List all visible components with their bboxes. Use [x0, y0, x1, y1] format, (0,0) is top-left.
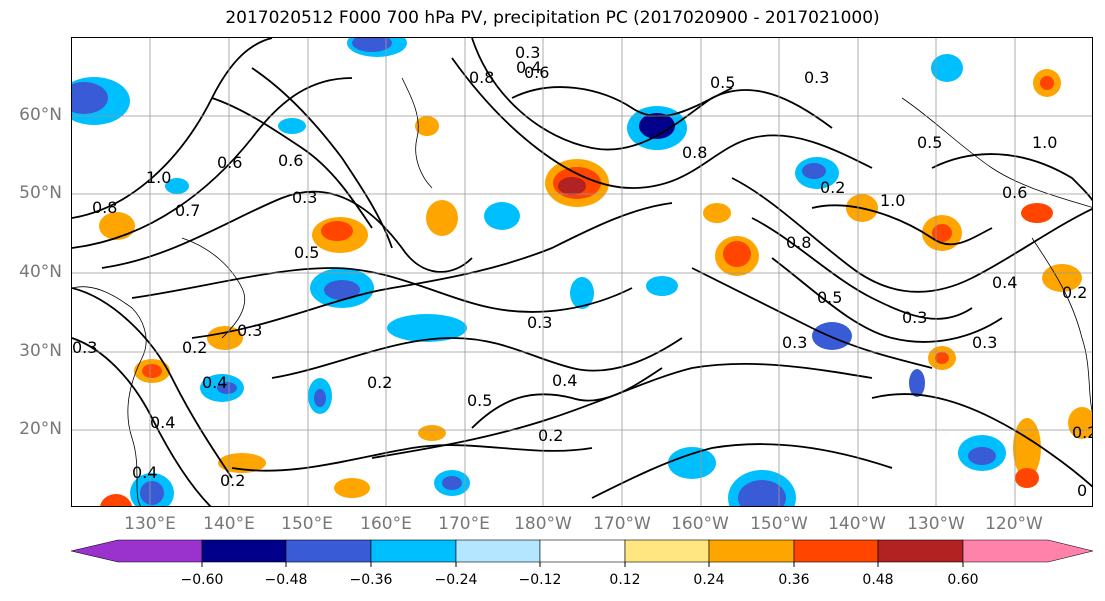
- contour-label: 0.2: [820, 178, 845, 197]
- lon-label: 130°W: [907, 514, 965, 534]
- contour-label: 0.4: [516, 58, 541, 77]
- contour-label: 0.5: [817, 288, 842, 307]
- map-canvas: 0.3 0.4 0.6 0.8 0.5 0.3 0.2 0.7 0.8 0.6 …: [72, 38, 1093, 506]
- colorbar-segment: [539, 539, 626, 563]
- contour-label: 0.3: [804, 68, 829, 87]
- contour-label: 0: [1077, 481, 1087, 500]
- contour-label: 1.0: [880, 191, 905, 210]
- contour-label: 1.0: [1032, 133, 1057, 152]
- contour-label: 0.6: [217, 153, 242, 172]
- colorbar-segments: [70, 539, 1094, 563]
- lon-label: 170°E: [438, 514, 490, 534]
- colorbar-tick-label: −0.12: [518, 572, 562, 588]
- colorbar-tick-label: −0.60: [180, 572, 224, 588]
- map-panel[interactable]: 0.3 0.4 0.6 0.8 0.5 0.3 0.2 0.7 0.8 0.6 …: [71, 37, 1093, 507]
- contour-labels: 0.3 0.4 0.6 0.8 0.5 0.3 0.2 0.7 0.8 0.6 …: [72, 43, 1093, 500]
- lon-label: 150°W: [750, 514, 808, 534]
- colorbar-segment: [201, 539, 287, 563]
- contour-label: 0.4: [202, 373, 227, 392]
- precip-shading: [72, 38, 1092, 506]
- lon-label: 160°W: [671, 514, 729, 534]
- colorbar-segment: [70, 539, 203, 563]
- colorbar-tick-label: −0.48: [264, 572, 308, 588]
- pv-contours: [72, 38, 1092, 506]
- colorbar-segment: [708, 539, 795, 563]
- lon-label: 140°W: [828, 514, 886, 534]
- colorbar-segment: [370, 539, 457, 563]
- contour-label: 0.5: [710, 73, 735, 92]
- lon-label: 150°E: [281, 514, 333, 534]
- colorbar-ticks: [201, 562, 964, 567]
- lon-label: 140°E: [203, 514, 255, 534]
- contour-label: 0.2: [220, 471, 245, 490]
- lon-label: 120°W: [985, 514, 1043, 534]
- colorbar-segment: [455, 539, 541, 563]
- contour-label: 0.6: [524, 63, 549, 82]
- map-title: 2017020512 F000 700 hPa PV, precipitatio…: [225, 8, 880, 28]
- colorbar-segment: [624, 539, 710, 563]
- contour-label: 0.8: [469, 68, 494, 87]
- contour-label: 0.3: [515, 43, 540, 62]
- colorbar-tick-label: 0.12: [609, 572, 641, 588]
- contour-label: 0.8: [786, 233, 811, 252]
- contour-label: 0.2: [367, 373, 392, 392]
- contour-label: 0.3: [237, 321, 262, 340]
- lon-label: 170°W: [593, 514, 651, 534]
- contour-label: 0.8: [682, 143, 707, 162]
- contour-label: 0.7: [175, 201, 200, 220]
- colorbar-segment: [793, 539, 879, 563]
- contour-label: 0.2: [538, 426, 563, 445]
- colorbar-segment: [285, 539, 372, 563]
- contour-label: 0.3: [527, 313, 552, 332]
- lat-label-40n: 40°N: [19, 262, 62, 282]
- contour-label: 0.3: [972, 333, 997, 352]
- lat-label-20n: 20°N: [19, 419, 62, 439]
- contour-label: 0.4: [150, 413, 175, 432]
- contour-label: 0.5: [294, 243, 319, 262]
- contour-label: 0.6: [1002, 183, 1027, 202]
- contour-label: 0.2: [1072, 423, 1093, 442]
- contour-label: 0.3: [782, 333, 807, 352]
- colorbar-segment: [962, 539, 1094, 563]
- colorbar-tick-label: −0.36: [349, 572, 393, 588]
- graticule: [72, 38, 1092, 506]
- contour-label: 0.3: [902, 308, 927, 327]
- lon-label: 160°E: [360, 514, 412, 534]
- contour-label: 0.2: [182, 338, 207, 357]
- colorbar-tick-label: −0.24: [434, 572, 478, 588]
- lon-label: 180°W: [514, 514, 572, 534]
- colorbar-segment: [877, 539, 964, 563]
- lat-label-50n: 50°N: [19, 183, 62, 203]
- colorbar-tick-label: 0.60: [947, 572, 979, 588]
- contour-label: 0.4: [132, 463, 157, 482]
- contour-label: 1.0: [146, 168, 171, 187]
- contour-label: 0.5: [467, 391, 492, 410]
- contour-label: 0.5: [917, 133, 942, 152]
- colorbar-tick-label: 0.24: [693, 572, 725, 588]
- colorbar-tick-label: 0.48: [862, 572, 894, 588]
- contour-label: 0.6: [278, 151, 303, 170]
- colorbar-tick-label: 0.36: [778, 572, 810, 588]
- contour-label: 0.2: [1062, 283, 1087, 302]
- contour-label: 0.3: [292, 188, 317, 207]
- contour-label: 0.4: [992, 273, 1017, 292]
- contour-label: 0.4: [552, 371, 577, 390]
- lat-label-30n: 30°N: [19, 341, 62, 361]
- contour-label: 0.3: [72, 338, 97, 357]
- lon-label: 130°E: [124, 514, 176, 534]
- contour-label: 0.8: [92, 198, 117, 217]
- lat-label-60n: 60°N: [19, 105, 62, 125]
- coastlines: [72, 77, 1092, 506]
